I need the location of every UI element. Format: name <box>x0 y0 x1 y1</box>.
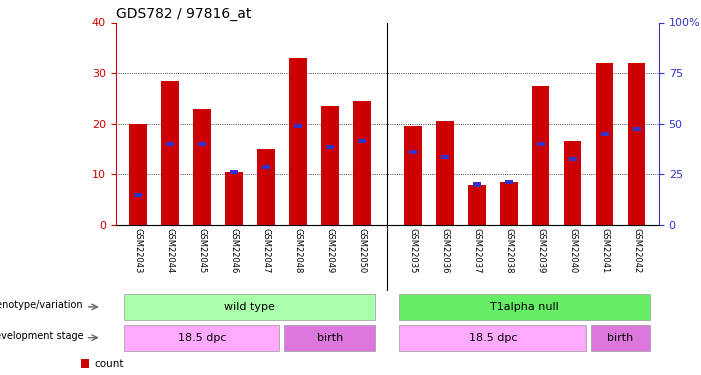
Text: GSM22044: GSM22044 <box>165 228 175 273</box>
Text: GSM22048: GSM22048 <box>293 228 302 274</box>
Bar <box>409 150 417 154</box>
Bar <box>591 325 650 351</box>
Bar <box>161 81 179 225</box>
Bar <box>353 101 371 225</box>
Text: GSM22036: GSM22036 <box>440 228 449 274</box>
Bar <box>129 124 147 225</box>
Bar <box>537 142 545 146</box>
Bar <box>326 144 334 148</box>
Bar <box>628 63 646 225</box>
Bar <box>400 325 586 351</box>
Bar <box>262 165 270 169</box>
Bar <box>81 359 90 368</box>
Bar <box>532 86 550 225</box>
Bar <box>500 182 517 225</box>
Bar <box>358 140 366 144</box>
Bar <box>321 106 339 225</box>
Bar <box>505 180 512 184</box>
Bar <box>294 124 301 128</box>
Bar <box>166 142 174 146</box>
Bar <box>289 58 306 225</box>
Bar <box>257 149 275 225</box>
Bar <box>125 294 375 320</box>
Bar <box>601 132 608 136</box>
Bar <box>436 121 454 225</box>
Bar <box>404 126 422 225</box>
Text: GSM22041: GSM22041 <box>600 228 609 273</box>
Bar <box>198 142 206 146</box>
Text: 18.5 dpc: 18.5 dpc <box>468 333 517 343</box>
Bar <box>632 127 641 131</box>
Bar <box>441 154 449 159</box>
Bar <box>473 183 481 186</box>
Text: GSM22045: GSM22045 <box>198 228 207 273</box>
Text: GSM22049: GSM22049 <box>325 228 334 273</box>
Bar <box>400 294 650 320</box>
Bar <box>564 141 581 225</box>
Bar <box>569 157 577 161</box>
Text: GSM22042: GSM22042 <box>632 228 641 273</box>
Text: wild type: wild type <box>224 302 275 312</box>
Text: count: count <box>94 358 123 369</box>
Text: GSM22039: GSM22039 <box>536 228 545 274</box>
Text: GSM22040: GSM22040 <box>568 228 577 273</box>
Text: GSM22035: GSM22035 <box>409 228 417 274</box>
Bar <box>230 170 238 174</box>
Text: birth: birth <box>317 333 343 343</box>
Text: development stage: development stage <box>0 331 83 341</box>
Text: genotype/variation: genotype/variation <box>0 300 83 310</box>
Text: GSM22043: GSM22043 <box>133 228 142 274</box>
Bar <box>596 63 613 225</box>
Bar <box>125 325 280 351</box>
Text: GSM22047: GSM22047 <box>261 228 271 274</box>
Text: GSM22038: GSM22038 <box>504 228 513 274</box>
Text: T1alpha null: T1alpha null <box>490 302 559 312</box>
Bar <box>134 193 142 196</box>
Text: 18.5 dpc: 18.5 dpc <box>177 333 226 343</box>
Bar <box>193 109 211 225</box>
Text: GSM22037: GSM22037 <box>472 228 482 274</box>
Bar <box>468 184 486 225</box>
Text: birth: birth <box>608 333 634 343</box>
Text: GDS782 / 97816_at: GDS782 / 97816_at <box>116 8 251 21</box>
Text: GSM22046: GSM22046 <box>229 228 238 274</box>
Text: GSM22050: GSM22050 <box>358 228 366 273</box>
Bar <box>225 172 243 225</box>
Bar <box>284 325 375 351</box>
